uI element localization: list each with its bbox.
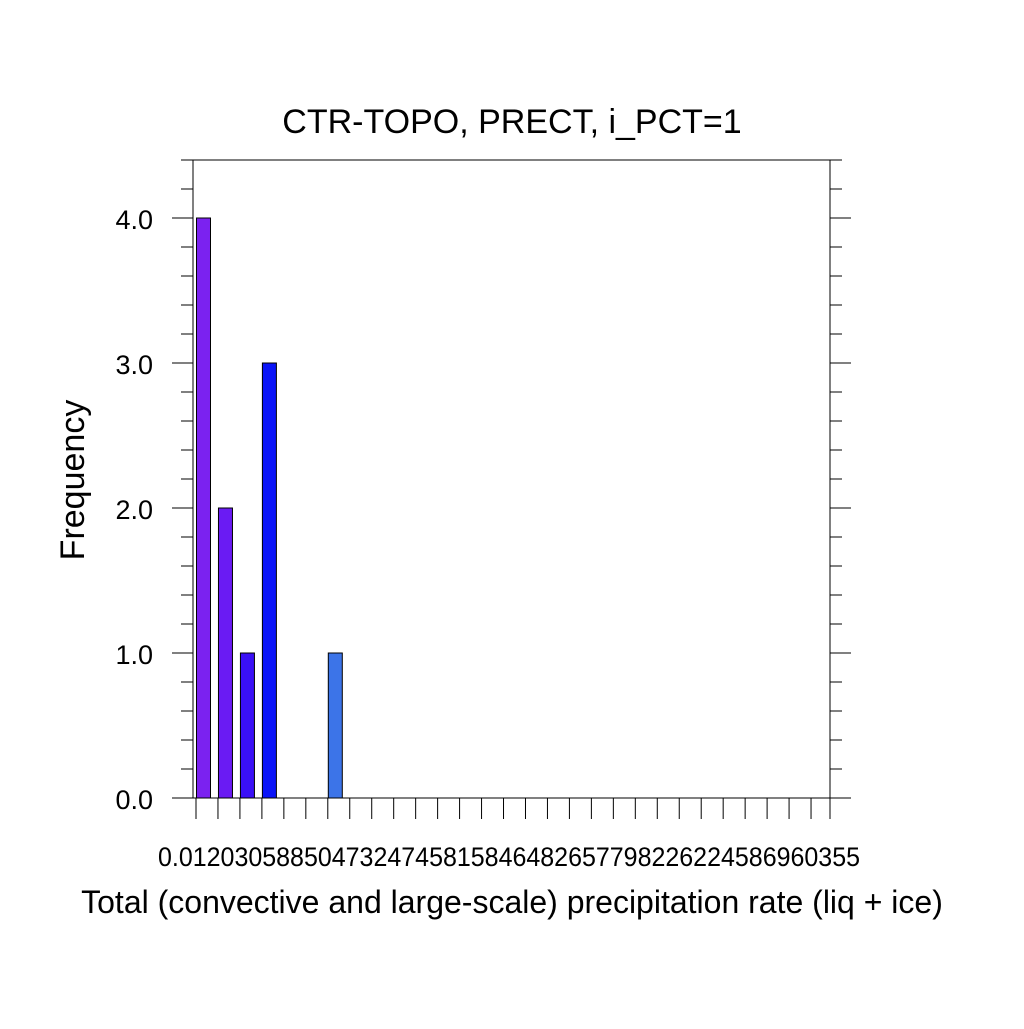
histogram-bar <box>217 507 233 799</box>
x-tick-labels: 0.01203058850473247458158464826577982262… <box>158 842 860 872</box>
y-tick-label: 0.0 <box>115 785 153 815</box>
y-axis-label: Frequency <box>54 400 92 561</box>
plot-frame <box>192 159 831 799</box>
chart-title: CTR-TOPO, PRECT, i_PCT=1 <box>282 103 741 141</box>
histogram-bar <box>327 652 343 799</box>
histogram-bar <box>239 652 255 799</box>
y-tick-label: 4.0 <box>115 205 153 235</box>
y-tick-label: 1.0 <box>115 640 153 670</box>
x-axis-label: Total (convective and large-scale) preci… <box>81 884 943 920</box>
y-tick-label: 2.0 <box>115 495 153 525</box>
y-tick-label: 3.0 <box>115 350 153 380</box>
plot-area: 0.0 1.0 2.0 3.0 4.0 0.01203058850473247458158… <box>115 159 860 872</box>
histogram-bar <box>196 217 211 799</box>
histogram-bar <box>261 362 277 799</box>
